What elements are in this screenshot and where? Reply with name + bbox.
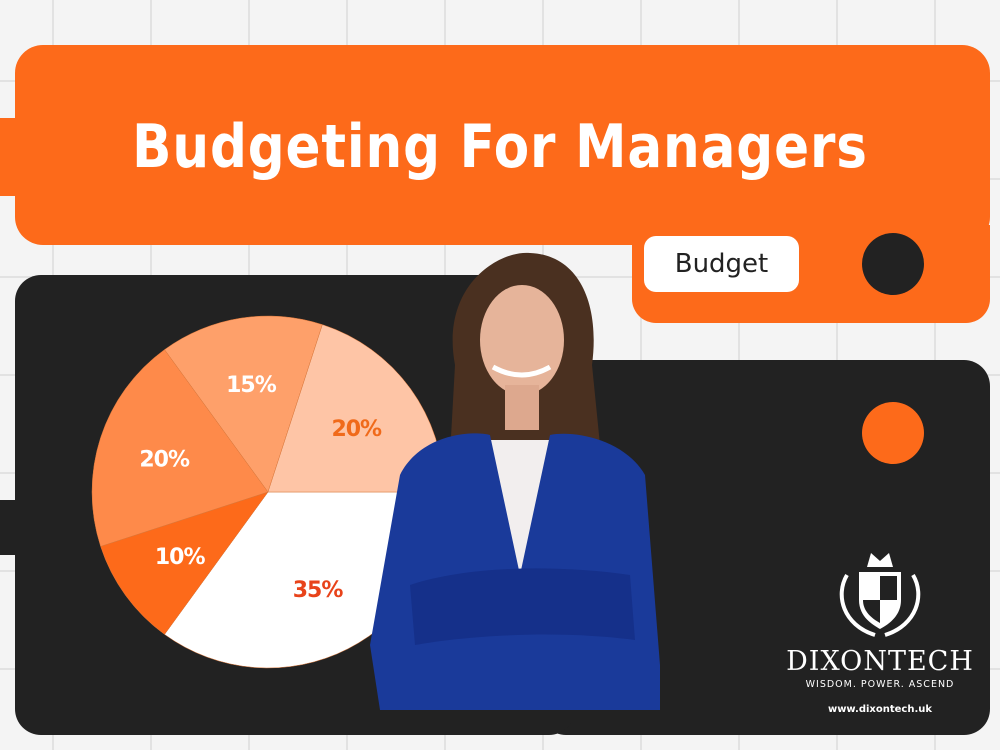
pie-slice-label: 35% [293,578,344,603]
pie-slice-label: 20% [139,447,190,472]
pie-slice [91,349,269,547]
pie-slice [164,315,323,493]
pie-slice-label: 20% [331,417,382,442]
website-link[interactable]: www.dixontech.uk [827,704,933,715]
woman-photo [370,252,660,710]
dixontech-logo: DIXONTECH WISDOM. POWER. ASCEND www.dixo… [775,545,985,715]
brand-name: DIXONTECH [786,646,974,677]
title-banner [15,45,990,245]
page-title: Budgeting For Managers [132,112,868,182]
pie-slice-label: 15% [226,373,277,398]
budget-tag: Budget [644,236,799,292]
pie-slice [100,491,269,635]
pie-slice-label: 10% [155,545,206,570]
decorative-dot [862,233,924,295]
brand-motto: WISDOM. POWER. ASCEND [805,679,955,690]
decorative-orange-dot [862,402,924,464]
crest-icon [839,553,921,637]
